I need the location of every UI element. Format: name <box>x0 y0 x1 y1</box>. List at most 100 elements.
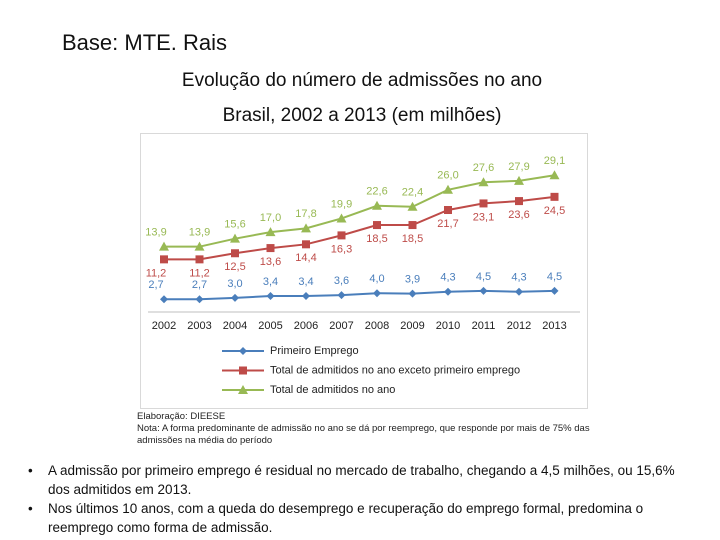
marker <box>479 286 488 295</box>
marker <box>514 175 524 185</box>
marker <box>443 184 453 194</box>
x-tick-label: 2007 <box>329 320 353 332</box>
marker <box>336 213 347 223</box>
source: Elaboração: DIEESE <box>137 411 226 422</box>
x-tick-label: 2009 <box>400 320 424 332</box>
data-label: 12,5 <box>224 261 245 273</box>
marker <box>337 291 346 300</box>
marker <box>159 241 169 251</box>
data-label: 3,9 <box>405 274 420 286</box>
chart-title: Evolução do número de admissões no ano <box>181 70 543 91</box>
data-label: 13,6 <box>260 256 281 268</box>
data-label: 2,7 <box>148 279 163 291</box>
data-label: 23,6 <box>508 209 529 221</box>
data-label: 11,2 <box>189 267 210 279</box>
x-tick-label: 2004 <box>223 320 247 332</box>
marker <box>302 292 310 301</box>
note: Nota: A forma predominante de admissão n… <box>137 423 590 446</box>
data-label: 4,3 <box>511 272 526 284</box>
data-label: 19,9 <box>331 198 352 210</box>
data-label: 21,7 <box>437 218 458 230</box>
data-label: 16,3 <box>331 243 352 255</box>
chart-subtitle: Brasil, 2002 a 2013 (em milhões) <box>222 105 502 126</box>
x-tick-label: 2003 <box>187 320 211 332</box>
series-line <box>164 289 555 301</box>
data-label: 14,4 <box>295 252 316 264</box>
marker <box>373 289 381 298</box>
marker <box>408 289 417 298</box>
data-label: 27,9 <box>508 161 529 173</box>
legend-label: Total de admitidos no ano exceto primeir… <box>270 364 520 376</box>
bullet: Nos últimos 10 anos, com a queda do dese… <box>28 499 698 537</box>
marker <box>195 255 204 264</box>
marker <box>549 170 560 180</box>
legend-marker <box>238 385 248 394</box>
data-label: 18,5 <box>402 233 423 245</box>
data-label: 3,4 <box>298 276 313 288</box>
data-label: 3,6 <box>334 275 349 287</box>
marker <box>515 287 523 296</box>
x-tick-label: 2013 <box>542 320 566 332</box>
marker <box>550 192 559 201</box>
x-tick-label: 2005 <box>258 320 282 332</box>
data-label: 15,6 <box>224 219 245 231</box>
data-label: 29,1 <box>544 155 565 167</box>
bullet: A admissão por primeiro emprego é residu… <box>28 461 698 499</box>
marker <box>479 199 488 208</box>
data-label: 18,5 <box>366 233 387 245</box>
marker <box>408 221 417 230</box>
data-label: 4,5 <box>547 271 562 283</box>
marker <box>160 255 168 264</box>
data-label: 4,0 <box>369 273 384 285</box>
data-label: 17,8 <box>295 208 316 220</box>
data-label: 23,1 <box>473 211 494 223</box>
marker <box>230 233 240 243</box>
x-tick-label: 2010 <box>436 320 460 332</box>
data-label: 13,9 <box>189 227 210 239</box>
marker <box>231 293 239 302</box>
legend-label: Total de admitidos no ano <box>270 384 395 396</box>
slide-title: Base: MTE. Rais <box>62 30 228 55</box>
marker <box>266 244 275 253</box>
chart: 2002 2003 2004 2005 2006 2007 2008 2009 2010 2011… <box>140 133 588 409</box>
marker <box>478 177 489 187</box>
chart-frame <box>140 133 588 409</box>
marker <box>515 197 523 206</box>
data-label: 11,2 <box>146 267 167 279</box>
legend-marker <box>239 347 247 355</box>
x-tick-label: 2006 <box>294 320 318 332</box>
x-tick-label: 2002 <box>152 320 176 332</box>
data-label: 26,0 <box>437 170 458 182</box>
legend-marker <box>239 366 247 375</box>
marker <box>372 200 382 210</box>
data-label: 27,6 <box>473 162 494 174</box>
marker <box>195 295 204 304</box>
marker <box>444 206 452 215</box>
x-tick-label: 2011 <box>472 320 496 332</box>
data-label: 17,0 <box>260 212 281 224</box>
marker <box>301 223 311 233</box>
x-tick-label: 2012 <box>507 320 531 332</box>
data-label: 4,3 <box>440 272 455 284</box>
data-label: 3,0 <box>227 278 242 290</box>
bullet-list: A admissão por primeiro emprego é residu… <box>28 461 698 537</box>
marker <box>231 249 239 258</box>
data-label: 22,6 <box>366 186 387 198</box>
marker <box>302 240 310 249</box>
marker <box>337 231 346 240</box>
marker <box>160 295 168 304</box>
data-label: 22,4 <box>402 187 423 199</box>
data-label: 4,5 <box>476 271 491 283</box>
data-label: 13,9 <box>145 227 166 239</box>
marker <box>407 201 418 211</box>
series-line <box>164 195 555 261</box>
x-tick-label: 2008 <box>365 320 389 332</box>
marker <box>444 287 452 296</box>
marker <box>266 292 275 301</box>
data-label: 3,4 <box>263 276 278 288</box>
marker <box>194 241 205 251</box>
marker <box>550 286 559 295</box>
data-label: 2,7 <box>192 279 207 291</box>
legend-label: Primeiro Emprego <box>270 345 359 357</box>
